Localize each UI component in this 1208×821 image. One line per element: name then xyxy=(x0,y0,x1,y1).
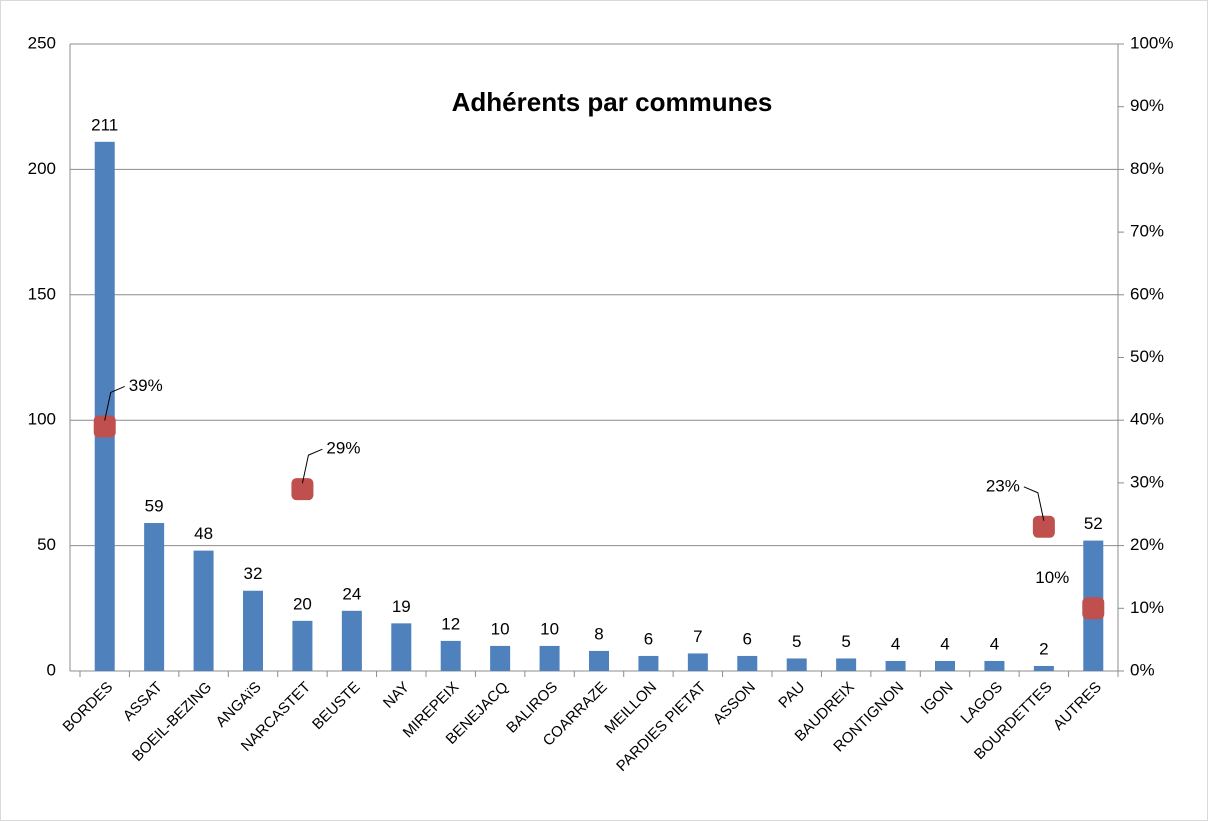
bar xyxy=(935,660,955,671)
data-label: 59 xyxy=(145,497,164,516)
y-tick-label: 250 xyxy=(28,33,56,52)
bar xyxy=(786,658,807,671)
bar xyxy=(737,655,758,671)
data-label: 6 xyxy=(743,629,752,648)
data-label: 32 xyxy=(244,564,263,583)
y2-tick-label: 90% xyxy=(1130,96,1164,115)
y2-tick-label: 30% xyxy=(1130,472,1164,491)
bar xyxy=(539,645,560,671)
data-label: 2 xyxy=(1039,639,1048,658)
marker xyxy=(93,415,116,438)
data-label: 10 xyxy=(491,619,510,638)
bar xyxy=(984,660,1005,671)
data-label: 19 xyxy=(392,597,411,616)
y-tick-label: 100 xyxy=(28,410,56,429)
bar xyxy=(490,645,511,671)
bar xyxy=(391,623,412,671)
bar xyxy=(440,640,461,671)
bar xyxy=(341,610,362,671)
y2-tick-label: 60% xyxy=(1130,284,1164,303)
data-label: 211 xyxy=(91,115,118,134)
data-label: 52 xyxy=(1084,514,1103,533)
y-tick-label: 200 xyxy=(28,159,56,178)
data-label: 6 xyxy=(644,629,653,648)
marker xyxy=(1032,515,1055,538)
y2-tick-label: 50% xyxy=(1130,347,1164,366)
marker xyxy=(1082,597,1105,620)
chart-title: Adhérents par communes xyxy=(452,87,773,117)
bar xyxy=(243,590,263,671)
bar xyxy=(687,653,708,671)
y2-tick-label: 20% xyxy=(1130,535,1164,554)
bar xyxy=(638,655,659,671)
bar xyxy=(589,650,609,671)
y-tick-label: 150 xyxy=(28,284,56,303)
data-label: 24 xyxy=(342,584,361,603)
bar xyxy=(94,141,115,671)
data-label: 10 xyxy=(540,619,559,638)
data-label: 4 xyxy=(891,634,900,653)
y2-tick-label: 80% xyxy=(1130,159,1164,178)
bar xyxy=(885,660,906,671)
data-label: 10% xyxy=(1035,568,1069,587)
y2-tick-label: 100% xyxy=(1130,33,1173,52)
leader-line xyxy=(104,386,125,421)
y2-tick-label: 10% xyxy=(1130,598,1164,617)
data-label: 23% xyxy=(986,476,1020,495)
bar xyxy=(1033,665,1054,671)
bar xyxy=(836,658,857,671)
data-label: 29% xyxy=(326,439,360,458)
marker xyxy=(291,478,314,501)
y2-tick-label: 40% xyxy=(1130,410,1164,429)
data-label: 5 xyxy=(841,632,850,651)
data-label: 12 xyxy=(441,614,460,633)
y2-tick-label: 70% xyxy=(1130,222,1164,241)
data-label: 20 xyxy=(293,594,312,613)
data-label: 8 xyxy=(594,624,603,643)
data-label: 4 xyxy=(990,634,999,653)
bar xyxy=(292,620,313,671)
bar xyxy=(193,550,214,671)
leader-line xyxy=(1023,486,1045,521)
y-tick-label: 50 xyxy=(37,535,56,554)
data-label: 48 xyxy=(194,524,213,543)
data-label: 39% xyxy=(129,376,163,395)
leader-line xyxy=(301,448,323,484)
y2-tick-label: 0% xyxy=(1130,660,1155,679)
bar xyxy=(144,523,165,671)
data-label: 5 xyxy=(792,632,801,651)
data-label: 4 xyxy=(940,634,949,653)
data-label: 7 xyxy=(693,627,702,646)
y-tick-label: 0 xyxy=(47,660,56,679)
